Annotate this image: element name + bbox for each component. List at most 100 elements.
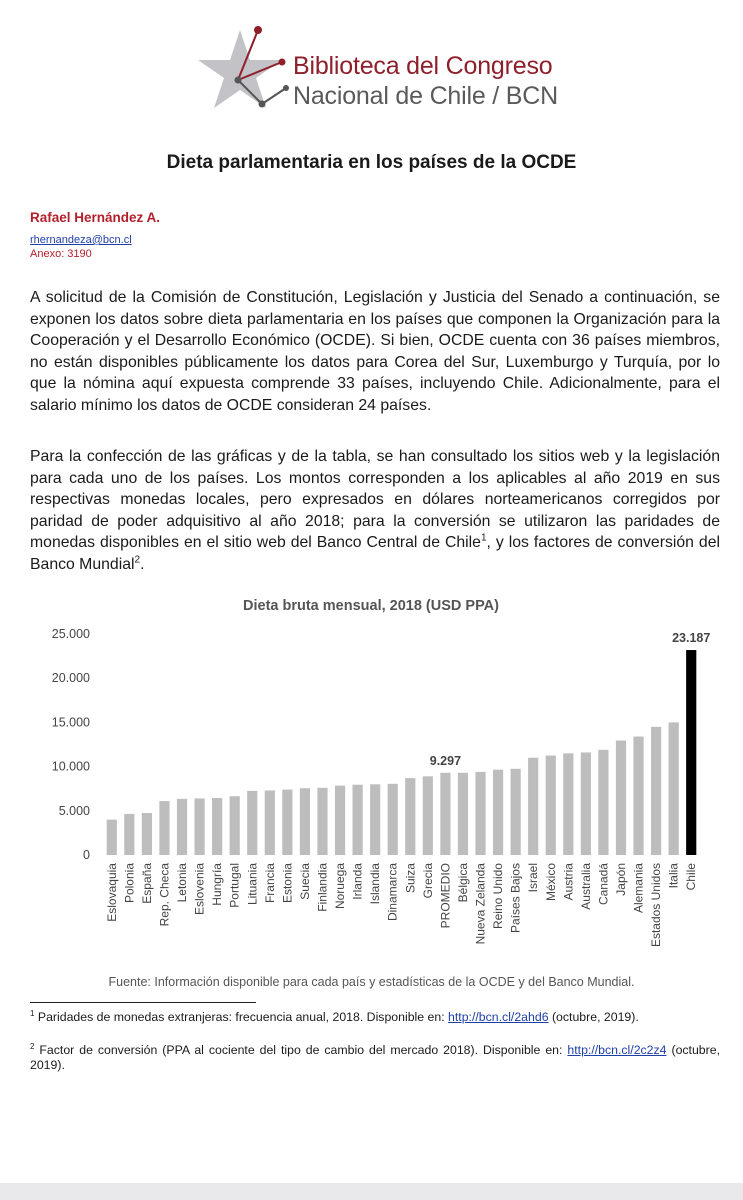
bar <box>299 788 311 855</box>
logo-text-line2: Nacional de Chile / BCN <box>293 82 558 110</box>
y-tick-label: 0 <box>83 848 90 862</box>
x-tick-label: Letonia <box>175 863 189 903</box>
y-tick-label: 10.000 <box>52 760 90 774</box>
bar <box>212 797 223 855</box>
x-tick-label: Irlanda <box>351 863 365 900</box>
data-label: 9.297 <box>430 754 461 768</box>
bar <box>370 784 381 855</box>
bar <box>247 790 258 855</box>
footnote-1-text: Paridades de monedas extranjeras: frecue… <box>37 1010 449 1024</box>
x-tick-label: Chile <box>684 863 698 891</box>
footnote-1-link[interactable]: http://bcn.cl/2ahd6 <box>448 1010 549 1024</box>
x-tick-label: Islandia <box>368 863 382 905</box>
bar <box>106 819 117 855</box>
bar <box>194 798 205 855</box>
logo-text-line1: Biblioteca del Congreso <box>293 52 553 80</box>
bar <box>176 798 188 855</box>
bar <box>615 740 627 855</box>
footnote-1-tail: (octubre, 2019). <box>548 1010 639 1024</box>
x-tick-label: Finlandia <box>315 863 329 912</box>
x-tick-label: Grecia <box>421 863 435 899</box>
footnote-1-mark: 1 <box>30 1008 35 1018</box>
footnote-2: 2 Factor de conversión (PPA al cociente … <box>30 1041 720 1073</box>
bar <box>422 776 433 855</box>
x-tick-label: Reino Unido <box>491 863 505 929</box>
x-tick-label: Lituania <box>245 863 259 905</box>
chart-title: Dieta bruta mensual, 2018 (USD PPA) <box>243 598 499 614</box>
footnote-2-mark: 2 <box>30 1041 35 1051</box>
bar <box>229 796 240 855</box>
x-tick-label: PROMEDIO <box>438 863 452 928</box>
x-tick-label: Estados Unidos <box>649 863 663 947</box>
y-tick-label: 15.000 <box>52 715 90 729</box>
x-tick-label: México <box>544 863 558 901</box>
bar <box>510 768 521 855</box>
author-annex: Anexo: 3190 <box>30 248 92 260</box>
x-tick-label: Suecia <box>298 863 312 900</box>
footnote-2-link[interactable]: http://bcn.cl/2c2z4 <box>567 1043 667 1057</box>
bar <box>580 752 591 855</box>
bar <box>598 749 609 855</box>
bcn-logo: Biblioteca del Congreso Nacional de Chil… <box>198 22 578 122</box>
bar <box>528 757 539 855</box>
footnote-ref-2: 2 <box>134 554 141 566</box>
x-tick-label: Francia <box>263 863 277 903</box>
x-tick-label: Austria <box>561 863 575 901</box>
x-tick-label: Israel <box>526 863 540 892</box>
x-tick-label: Australia <box>579 863 593 910</box>
x-tick-label: Japón <box>614 863 628 896</box>
footnote-divider <box>30 1002 256 1003</box>
bar <box>475 771 486 855</box>
bar <box>264 790 275 855</box>
document-title: Dieta parlamentaria en los países de la … <box>166 152 577 173</box>
x-tick-label: Países Bajos <box>509 863 523 933</box>
x-tick-label: Noruega <box>333 863 347 909</box>
bar <box>282 789 293 855</box>
bar <box>492 769 504 855</box>
method-paragraph: Para la confección de las gráficas y de … <box>30 446 720 575</box>
footnote-1: 1 Paridades de monedas extranjeras: frec… <box>30 1008 720 1025</box>
x-tick-label: Dinamarca <box>386 863 400 921</box>
method-paragraph-tail: , y los factores de conversión del Banco… <box>30 534 720 573</box>
method-paragraph-text: Para la confección de las gráficas y de … <box>30 448 720 551</box>
x-tick-label: Rep. Checa <box>157 863 171 927</box>
y-tick-label: 5.000 <box>59 804 90 818</box>
bar <box>141 813 152 855</box>
bar <box>563 753 574 855</box>
bar <box>317 787 328 855</box>
x-tick-label: España <box>140 863 154 904</box>
y-tick-label: 20.000 <box>52 671 90 685</box>
intro-paragraph: A solicitud de la Comisión de Constituci… <box>30 289 720 414</box>
x-tick-label: Italia <box>667 863 681 889</box>
x-tick-label: Polonia <box>122 863 136 903</box>
bar <box>668 722 679 855</box>
author-email-link[interactable]: rhernandeza@bcn.cl <box>30 234 132 246</box>
x-tick-label: Suiza <box>403 863 417 893</box>
x-tick-label: Eslovenia <box>193 863 207 915</box>
bar <box>545 755 556 855</box>
x-tick-label: Canadá <box>596 863 610 905</box>
bar <box>686 650 697 855</box>
bar <box>334 785 346 855</box>
x-tick-label: Bélgica <box>456 863 470 903</box>
bcn-star-icon <box>198 26 289 108</box>
x-tick-label: Nueva Zelanda <box>474 863 488 945</box>
bar <box>159 801 170 855</box>
bar <box>440 772 451 855</box>
bar <box>457 772 469 855</box>
x-tick-label: Portugal <box>228 863 242 908</box>
author-name: Rafael Hernández A. <box>30 210 161 225</box>
bar <box>352 784 363 855</box>
method-paragraph-end: . <box>140 555 145 573</box>
footnote-ref-1: 1 <box>480 532 487 544</box>
bar <box>405 778 416 855</box>
bar <box>387 783 398 855</box>
bar <box>124 813 135 855</box>
x-tick-label: Estonia <box>280 863 294 903</box>
footnote-2-text: Factor de conversión (PPA al cociente de… <box>39 1043 568 1057</box>
footnote-2-tail: (octubre, 2019). <box>30 1043 720 1072</box>
x-tick-label: Eslovaquia <box>105 863 119 922</box>
dieta-bar-chart: Dieta bruta mensual, 2018 (USD PPA) 0 5.00… <box>52 598 711 947</box>
data-label: 23.187 <box>672 631 710 645</box>
bar <box>651 726 662 855</box>
